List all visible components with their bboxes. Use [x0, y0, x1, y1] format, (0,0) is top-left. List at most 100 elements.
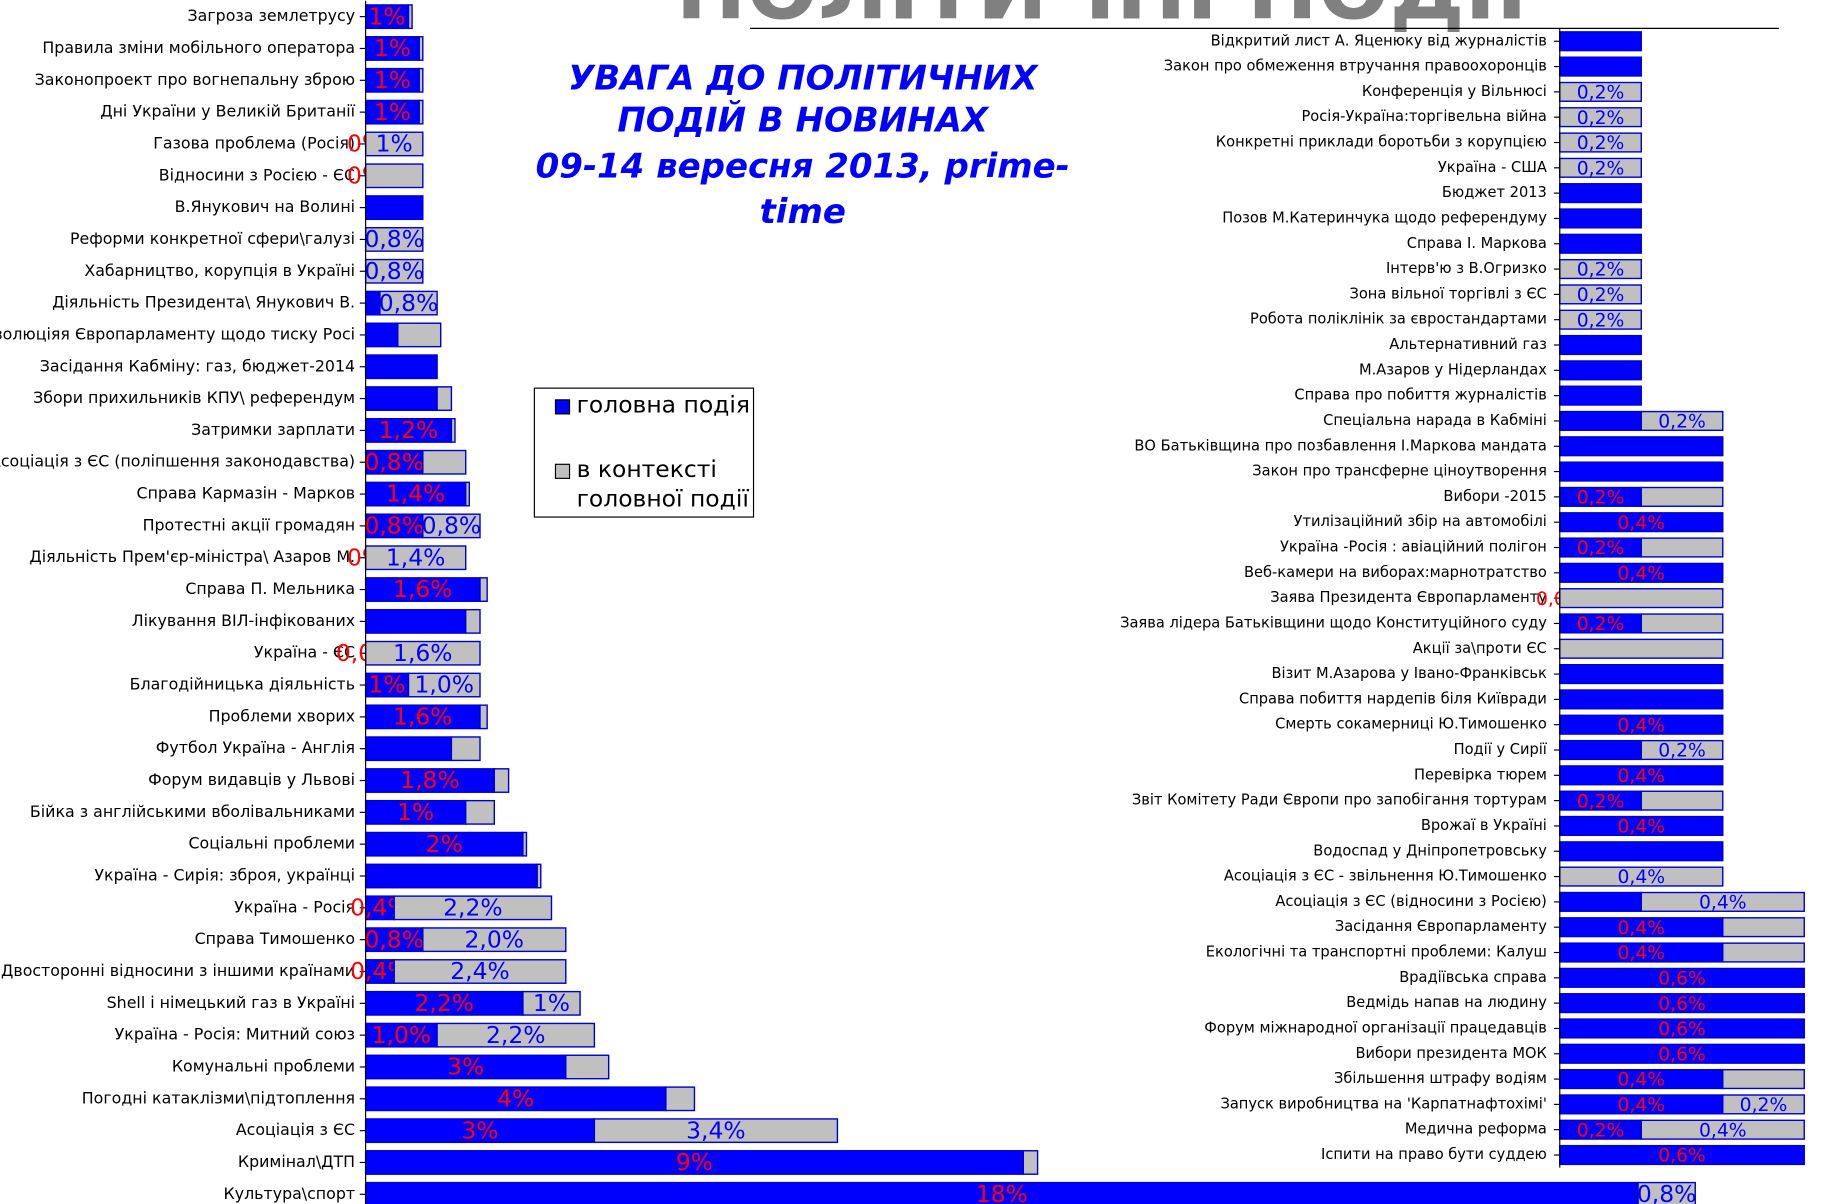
data-label: 1,4%	[386, 480, 446, 508]
y-tick-label: Загроза землетрусу	[188, 6, 356, 25]
subtitle: УВАГА ДО ПОЛІТИЧНИХ ПОДІЙ В НОВИНАХ 09-1…	[536, 58, 1070, 232]
bar-segment	[1559, 841, 1724, 862]
data-label: 0,8%	[364, 257, 424, 285]
bar-segment	[397, 322, 442, 348]
data-label: 1%	[374, 34, 411, 62]
y-tick-label: ВО Батьківщина про позбавлення І.Маркова…	[1134, 437, 1547, 454]
y-tick-label: Запуск виробництва на 'Карпатнафтохімі'	[1220, 1095, 1546, 1112]
data-label: 0,8%	[364, 925, 424, 953]
data-label: 2,2%	[415, 989, 475, 1017]
bar-segment	[407, 4, 413, 30]
bar-segment	[1640, 613, 1724, 634]
y-tick-label: Лікування ВІЛ-інфікованих	[132, 611, 355, 630]
data-label: 0,6%	[1658, 1044, 1706, 1065]
data-label: 0,4%	[1617, 715, 1665, 736]
data-label: 0,2%	[1577, 260, 1625, 281]
bar-segment	[407, 672, 481, 698]
y-tick-label: Вибори президента МОК	[1355, 1045, 1547, 1062]
y-tick-label: Вибори -2015	[1443, 488, 1546, 505]
y-tick-label: Врадіївська справа	[1399, 969, 1547, 986]
data-label: 1%	[376, 130, 413, 158]
bar-segment	[364, 736, 453, 762]
data-label: 9%	[676, 1148, 713, 1176]
data-label: 1,0%	[372, 1021, 432, 1049]
bar-segment	[1640, 486, 1724, 507]
y-tick-label: Затримки зарплати	[191, 420, 355, 439]
data-label: 0,8%	[364, 448, 424, 476]
y-tick-label: Футбол Україна - Англія	[156, 738, 355, 757]
bar-segment	[1559, 638, 1724, 659]
data-label: 0,4%	[1699, 1120, 1747, 1141]
legend-item: в контексті головної події	[577, 455, 749, 512]
y-tick-label: Справа побиття нардепів біля Київради	[1239, 690, 1547, 707]
data-label: 1,6%	[393, 703, 453, 731]
y-tick-label: Форум міжнародної організації працедавці…	[1204, 1019, 1547, 1036]
bar-segment	[1559, 31, 1642, 52]
y-tick-label: Асоціація з ЄС (відносини з Росією)	[1275, 893, 1547, 910]
bar-segment	[1559, 360, 1642, 381]
bar-segment	[1559, 385, 1642, 406]
data-label: 0,2%	[1577, 614, 1625, 635]
y-tick-label: Україна - Сирія: зброя, українці	[94, 866, 355, 885]
bar-segment	[450, 736, 481, 762]
data-label: 0,2%	[1740, 1095, 1788, 1116]
data-label: 0,2%	[1577, 1120, 1625, 1141]
data-label: 0,6%	[1658, 968, 1706, 989]
y-tick-label: Законопроект про вогнепальну зброю	[35, 70, 355, 89]
legend-label: головна подія	[576, 390, 750, 419]
y-tick-label: Ведмідь напав на людину	[1346, 994, 1547, 1011]
data-label: 0,2%	[1577, 538, 1625, 559]
data-label: 0,4%	[1617, 1095, 1665, 1116]
data-label: 18%	[976, 1180, 1028, 1204]
y-tick-label: Події у Сирії	[1454, 741, 1548, 758]
data-label: 1,0%	[415, 671, 475, 699]
data-label: 0,8%	[1637, 1180, 1697, 1204]
bar-segment	[418, 99, 424, 125]
data-label: 0,8%	[379, 289, 439, 317]
data-label: 0,4%	[1617, 943, 1665, 964]
bar-segment	[422, 449, 467, 475]
data-label: 1%	[533, 989, 570, 1017]
data-label: 0,2%	[1577, 310, 1625, 331]
bar-segment	[1559, 410, 1642, 432]
bar-segment	[1640, 739, 1724, 761]
data-label: 3,4%	[686, 1116, 746, 1144]
y-tick-label: Відносини з Росією - ЄС	[159, 165, 355, 184]
bar-segment	[364, 163, 424, 189]
bar-segment	[1640, 410, 1724, 432]
legend-swatch	[554, 463, 571, 479]
data-label: 0,2%	[1577, 83, 1625, 104]
y-tick-label: Україна - Росія	[234, 897, 355, 916]
data-label: 0,6%	[1658, 994, 1706, 1015]
y-tick-label: Правила зміни мобільного оператора	[42, 38, 355, 57]
bar-segment	[465, 481, 470, 507]
data-label: 0,2%	[1577, 791, 1625, 812]
bar-segment	[1559, 208, 1642, 229]
bar-segment	[465, 799, 496, 825]
data-label: 2,2%	[443, 894, 503, 922]
bar-segment	[565, 1054, 610, 1080]
bar-segment	[1559, 663, 1724, 685]
bar-segment	[1640, 790, 1724, 811]
bar-segment	[1559, 183, 1642, 204]
legend-box	[533, 387, 755, 518]
data-label: 2,2%	[486, 1021, 546, 1049]
y-tick-label: Збори прихильників КПУ\ референдум	[33, 388, 355, 407]
y-tick-label: Газова проблема (Росія)	[153, 133, 355, 152]
bar-segment	[393, 895, 553, 921]
bar-segment	[479, 704, 488, 730]
data-label: 0,2%	[1577, 108, 1625, 129]
data-label: 0,2%	[1658, 741, 1706, 762]
y-tick-label: Хабарництво, корупція в Україні	[84, 261, 355, 280]
y-tick-label: Реформи конкретної сфери\галузі	[70, 229, 355, 248]
bar-segment	[1559, 334, 1642, 356]
bar-segment	[479, 577, 488, 602]
data-label: 0,2%	[1577, 158, 1625, 179]
bar-segment	[1559, 436, 1724, 457]
bar-segment	[465, 608, 481, 634]
bar-segment	[1022, 1150, 1039, 1175]
y-tick-label: Іспити на право бути суддею	[1321, 1146, 1547, 1163]
y-tick-label: Відкритий лист А. Яценюку від журналісті…	[1211, 32, 1547, 49]
bar-segment	[493, 768, 510, 793]
